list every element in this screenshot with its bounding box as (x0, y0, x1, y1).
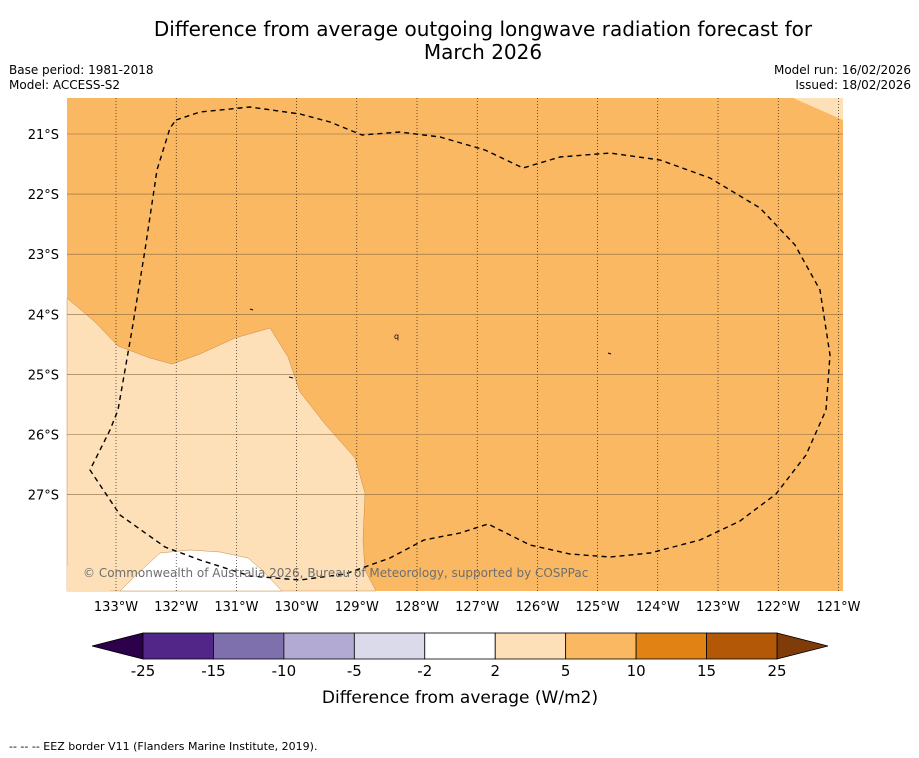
eez-legend-note: -- -- -- EEZ border V11 (Flanders Marine… (9, 740, 318, 753)
map-panel: q © Commonwealth of Australia 2026, Bure… (66, 98, 843, 592)
lon-tick-label: 127°W (455, 600, 499, 615)
issued-date: Issued: 18/02/2026 (795, 78, 911, 92)
lat-tick-label: 24°S (28, 308, 59, 323)
colorbar-swatch (142, 632, 214, 660)
colorbar: -25 -15 -10 -5 -2 2 5 10 15 25 Difference from av… (91, 632, 829, 708)
lon-tick-label: 126°W (515, 600, 559, 615)
marker-dash-3 (607, 352, 612, 355)
base-period: Base period: 1981-2018 (9, 63, 154, 77)
colorbar-tick-label: -5 (347, 662, 362, 680)
colorbar-tick-label: 2 (490, 662, 500, 680)
colorbar-tick-label: 25 (767, 662, 786, 680)
colorbar-tick-label: 15 (697, 662, 716, 680)
lat-tick-label: 26°S (28, 429, 59, 444)
colorbar-labels: -25 -15 -10 -5 -2 2 5 10 15 25 (131, 662, 787, 680)
colorbar-swatch (424, 632, 496, 660)
meta-right: Model run: 16/02/2026 Issued: 18/02/2026 (700, 63, 911, 93)
contour-label-q: q (394, 332, 399, 341)
lon-tick-label: 128°W (395, 600, 439, 615)
region-light-southwest-edge (67, 566, 110, 591)
lon-tick-label: 124°W (636, 600, 680, 615)
marker-dash-1 (249, 308, 254, 311)
chart-title: Difference from average outgoing longwav… (0, 18, 919, 64)
eez-border (89, 106, 831, 581)
region-neutral-south (119, 549, 283, 592)
lat-tick-label: 25°S (28, 368, 59, 383)
lat-tick-label: 27°S (28, 489, 59, 504)
lon-tick-label: 123°W (696, 600, 740, 615)
colorbar-tick-label: 5 (561, 662, 571, 680)
lon-tick-label: 129°W (335, 600, 379, 615)
lat-tick-label: 22°S (28, 188, 59, 203)
colorbar-swatch (213, 632, 285, 660)
colorbar-swatch (565, 632, 637, 660)
copyright-notice: © Commonwealth of Australia 2026, Bureau… (83, 566, 588, 580)
title-line-2: March 2026 (423, 40, 543, 64)
colorbar-tick-label: -25 (131, 662, 156, 680)
colorbar-swatch (635, 632, 707, 660)
model-name: Model: ACCESS-S2 (9, 78, 121, 92)
title-line-1: Difference from average outgoing longwav… (153, 17, 813, 41)
colorbar-swatch (283, 632, 355, 660)
longitude-labels: 133°W 132°W 131°W 130°W 129°W 128°W 127°W 126°W… (94, 600, 861, 615)
lon-tick-label: 122°W (756, 600, 800, 615)
lon-tick-label: 132°W (154, 600, 198, 615)
lon-tick-label: 131°W (214, 600, 258, 615)
colorbar-swatch (494, 632, 567, 660)
lon-tick-label: 121°W (816, 600, 860, 615)
meta-left: Base period: 1981-2018 Model: ACCESS-S2 (9, 63, 154, 93)
latitude-labels: 21°S 22°S 23°S 24°S 25°S 26°S 27°S (28, 128, 59, 504)
lon-tick-label: 133°W (94, 600, 138, 615)
lon-tick-label: 130°W (275, 600, 319, 615)
colorbar-over-triangle (776, 632, 829, 660)
lat-tick-label: 23°S (28, 248, 59, 263)
colorbar-swatch (353, 632, 426, 660)
map-figure: q © Commonwealth of Australia 2026, Bure… (28, 98, 861, 708)
colorbar-tick-label: 10 (627, 662, 646, 680)
model-run-date: Model run: 16/02/2026 (773, 63, 911, 77)
colorbar-swatch (706, 632, 778, 660)
colorbar-tick-label: -2 (417, 662, 432, 680)
colorbar-under-triangle (91, 632, 144, 660)
lon-tick-label: 125°W (576, 600, 620, 615)
colorbar-title: Difference from average (W/m2) (322, 688, 598, 708)
colorbar-tick-label: -15 (201, 662, 226, 680)
colorbar-boxes (142, 632, 778, 660)
marker-dash-2 (288, 376, 294, 379)
lat-tick-label: 21°S (28, 128, 59, 143)
region-light-top-right (793, 98, 843, 120)
grid-lines (67, 98, 843, 591)
colorbar-tick-label: -10 (272, 662, 297, 680)
